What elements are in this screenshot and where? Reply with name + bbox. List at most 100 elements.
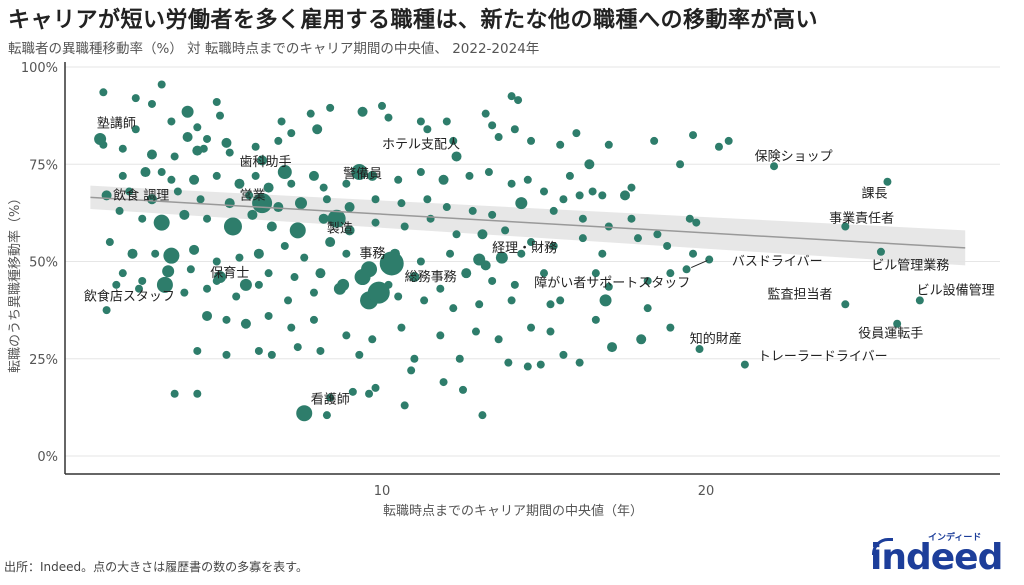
point-label: 役員運転手 xyxy=(858,326,923,341)
point-label: ビル管理業務 xyxy=(871,257,949,273)
data-point xyxy=(559,350,568,359)
data-point xyxy=(371,218,380,227)
data-point xyxy=(442,117,451,126)
data-point xyxy=(620,190,630,201)
point-label: 知的財産 xyxy=(690,331,742,347)
point-label: 事業責任者 xyxy=(829,211,894,227)
y-axis-title: 転職のうち異職種移動率（%） xyxy=(8,191,23,373)
data-point xyxy=(309,288,318,297)
point-label: 飲食店スタッフ xyxy=(84,288,175,304)
x-tick-label: 10 xyxy=(374,484,391,499)
point-label: 塾講師 xyxy=(97,115,136,131)
data-point xyxy=(438,174,449,185)
data-point xyxy=(344,202,355,213)
point-label: 障がい者サポートスタッフ xyxy=(534,276,690,291)
labeled-data-point xyxy=(214,271,226,284)
data-point xyxy=(342,249,351,258)
data-point xyxy=(193,389,202,398)
data-point xyxy=(423,125,432,134)
data-point xyxy=(536,360,545,369)
data-point xyxy=(449,304,458,313)
data-point xyxy=(426,214,435,223)
data-point xyxy=(240,318,251,329)
data-point xyxy=(163,247,180,264)
labeled-data-point xyxy=(893,319,902,328)
data-point xyxy=(627,214,636,223)
data-point xyxy=(247,209,258,220)
data-point xyxy=(416,168,425,177)
data-point xyxy=(416,117,425,126)
data-point xyxy=(494,335,503,344)
data-point xyxy=(504,358,513,367)
data-point xyxy=(546,327,555,336)
regression-line xyxy=(90,196,966,249)
point-label: 保険ショップ xyxy=(755,149,833,164)
data-point xyxy=(663,241,672,250)
data-point xyxy=(342,331,351,340)
data-point xyxy=(604,222,613,231)
data-point xyxy=(540,187,548,196)
data-point xyxy=(180,288,189,297)
data-point xyxy=(253,248,264,259)
data-point xyxy=(527,323,536,332)
data-point xyxy=(515,197,528,210)
data-point xyxy=(549,206,558,215)
data-point xyxy=(523,362,532,371)
data-point xyxy=(290,273,299,282)
data-point xyxy=(147,99,156,108)
data-point xyxy=(439,378,448,387)
data-point xyxy=(384,113,393,122)
labeled-data-point xyxy=(327,209,346,228)
data-point xyxy=(459,385,467,394)
data-point xyxy=(118,269,127,278)
data-point xyxy=(179,209,190,220)
chart-title: キャリアが短い労働者を多く雇用する職種は、新たな他の職種への移動率が高い xyxy=(8,8,819,33)
confidence-band xyxy=(90,185,966,266)
point-label: ビル設備管理 xyxy=(917,283,995,299)
labeled-data-point xyxy=(915,296,924,305)
data-point xyxy=(266,221,277,232)
data-point xyxy=(365,389,374,398)
data-point xyxy=(342,179,351,188)
data-point xyxy=(591,269,600,278)
data-point xyxy=(591,315,600,324)
data-point xyxy=(203,214,212,223)
data-point xyxy=(232,292,241,301)
data-point xyxy=(202,310,213,321)
data-point xyxy=(293,343,302,352)
data-point xyxy=(216,111,224,120)
labeled-data-point xyxy=(367,281,390,304)
data-point xyxy=(257,155,268,166)
data-point xyxy=(507,92,516,101)
data-point xyxy=(326,393,335,402)
data-point xyxy=(653,230,662,239)
data-point xyxy=(203,284,212,293)
data-point xyxy=(488,210,497,219)
data-point xyxy=(682,265,691,274)
data-point xyxy=(692,218,701,227)
data-point xyxy=(309,315,318,324)
y-tick-labels: 0% 25% 50% 75% 100% xyxy=(21,61,58,465)
data-point xyxy=(436,284,445,293)
data-point xyxy=(344,225,355,236)
data-point xyxy=(420,296,429,305)
data-point xyxy=(598,191,607,200)
data-point xyxy=(578,214,587,223)
data-point xyxy=(501,226,510,235)
data-point xyxy=(193,123,202,132)
data-point xyxy=(189,174,200,185)
data-point xyxy=(666,323,675,332)
data-point xyxy=(212,171,221,180)
data-point xyxy=(181,105,194,118)
data-point xyxy=(367,170,378,181)
data-point xyxy=(510,280,519,289)
data-point xyxy=(264,269,273,278)
data-point xyxy=(540,269,548,278)
data-point xyxy=(167,117,176,126)
data-point xyxy=(461,268,472,279)
data-point xyxy=(354,269,371,286)
labeled-data-point xyxy=(695,345,704,354)
data-point xyxy=(162,265,175,278)
point-label: ホテル支配人 xyxy=(382,138,460,153)
data-point xyxy=(416,257,425,266)
